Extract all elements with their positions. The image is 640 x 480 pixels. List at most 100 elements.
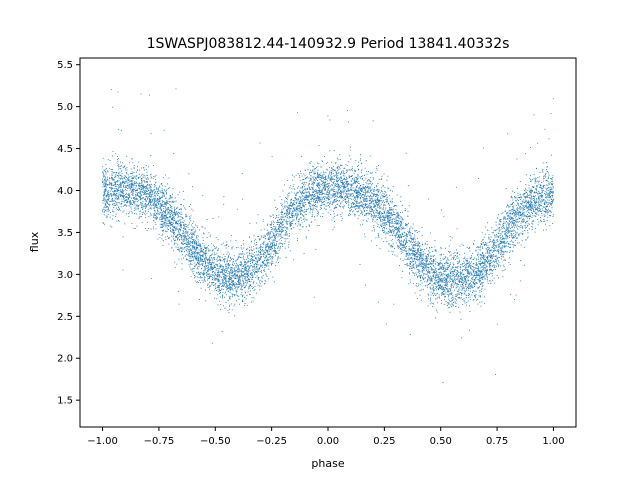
data-point: [418, 265, 420, 267]
data-point: [409, 237, 411, 239]
data-point: [154, 178, 156, 180]
data-point: [384, 195, 386, 197]
data-point: [127, 202, 129, 204]
data-point: [180, 204, 182, 206]
data-point: [251, 252, 253, 254]
data-point: [308, 229, 310, 231]
data-point: [163, 211, 165, 212]
data-point: [169, 214, 171, 216]
data-point: [544, 202, 546, 204]
data-point: [211, 284, 213, 286]
data-point: [535, 191, 537, 193]
data-point: [308, 183, 310, 185]
data-point: [220, 266, 221, 268]
data-point: [228, 263, 230, 265]
data-point: [281, 222, 283, 224]
data-point: [477, 246, 479, 248]
data-point: [522, 220, 524, 222]
data-point: [145, 186, 147, 188]
data-point: [400, 219, 402, 221]
data-point: [320, 177, 322, 178]
data-point: [550, 204, 552, 206]
data-point: [383, 224, 385, 226]
data-point: [416, 232, 418, 233]
data-point: [514, 225, 516, 227]
data-point: [183, 198, 185, 200]
data-point: [255, 260, 257, 262]
data-point: [235, 290, 237, 292]
data-point: [550, 154, 552, 156]
data-point: [184, 227, 186, 229]
data-point: [239, 284, 240, 286]
data-point: [199, 274, 201, 276]
data-point: [476, 267, 478, 269]
data-point: [179, 219, 180, 221]
data-point: [471, 277, 472, 279]
data-point: [373, 216, 375, 218]
data-point: [320, 205, 322, 207]
data-point: [454, 270, 455, 272]
data-point: [123, 193, 125, 195]
data-point: [150, 208, 152, 210]
data-point: [165, 214, 167, 216]
data-point: [141, 206, 143, 208]
data-point: [234, 286, 236, 287]
data-point: [290, 221, 292, 222]
data-point: [354, 205, 356, 207]
data-point: [422, 267, 424, 269]
data-point: [137, 200, 139, 202]
data-point: [386, 224, 388, 225]
data-point: [200, 250, 202, 252]
data-point: [200, 257, 202, 259]
data-point: [374, 204, 376, 206]
data-point: [316, 182, 318, 184]
data-point: [163, 129, 165, 131]
data-point: [408, 248, 410, 249]
data-point: [479, 249, 481, 251]
data-point: [205, 267, 207, 269]
data-point: [250, 263, 251, 264]
data-point: [376, 195, 378, 197]
data-point: [333, 196, 335, 198]
data-point: [396, 213, 398, 215]
data-point: [391, 198, 393, 200]
data-point: [296, 225, 298, 227]
data-point: [551, 181, 553, 183]
data-point: [104, 193, 106, 195]
data-point: [410, 226, 412, 228]
data-point: [228, 284, 230, 286]
data-point: [332, 188, 334, 190]
data-point: [172, 229, 173, 231]
data-point: [106, 217, 108, 218]
data-point: [458, 287, 460, 289]
data-point: [544, 128, 546, 130]
data-point: [239, 275, 241, 277]
data-point: [272, 276, 274, 278]
data-point: [298, 210, 300, 212]
data-point: [229, 298, 231, 300]
data-point: [478, 261, 480, 263]
data-point: [192, 251, 194, 253]
data-point: [166, 200, 168, 202]
data-point: [463, 290, 465, 292]
data-point: [357, 193, 359, 195]
data-point: [185, 258, 187, 260]
data-point: [378, 213, 380, 215]
data-point: [536, 209, 538, 210]
data-point: [162, 194, 164, 196]
data-point: [321, 160, 323, 162]
data-point: [384, 228, 386, 230]
data-point: [185, 241, 187, 243]
data-point: [333, 179, 335, 181]
data-point: [462, 285, 464, 287]
data-point: [518, 235, 520, 237]
data-point: [190, 231, 192, 233]
data-point: [157, 193, 159, 194]
data-point: [181, 224, 182, 226]
data-point: [445, 282, 447, 284]
data-point: [223, 203, 225, 205]
data-point: [160, 209, 162, 211]
data-point: [260, 258, 261, 260]
data-point: [275, 231, 277, 233]
data-point: [139, 215, 141, 217]
